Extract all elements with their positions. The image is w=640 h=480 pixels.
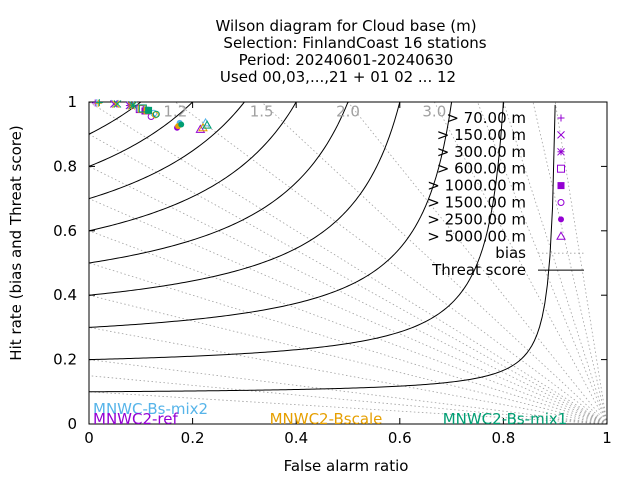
bias-label: 2.0 <box>336 102 360 120</box>
legend-entry-label: > 70.00 m <box>446 109 526 127</box>
bias-line <box>88 294 608 425</box>
title-line-3: Period: 20240601-20240630 <box>239 51 454 69</box>
legend-marker <box>557 131 565 139</box>
legend-entry-label: > 150.00 m <box>437 126 526 144</box>
data-point <box>198 122 208 132</box>
threat-score-curve <box>88 102 504 361</box>
data-point <box>112 100 120 109</box>
title-line-1: Wilson diagram for Cloud base (m) <box>215 17 476 35</box>
bias-line <box>88 166 608 425</box>
data-point <box>94 99 102 107</box>
data-point <box>151 111 159 119</box>
y-tick-label: 0.4 <box>53 286 77 304</box>
threat-score-curve <box>88 102 453 328</box>
legend-entry-label: Threat score <box>431 261 526 279</box>
threat-score-curve <box>88 101 349 264</box>
model-label: MNWC2-Bscale <box>270 410 383 428</box>
legend-marker <box>557 199 565 206</box>
data-point <box>178 121 185 128</box>
bias-line <box>88 359 608 425</box>
model-label: MNWC-Bs-mix2 <box>93 400 208 418</box>
data-point <box>95 99 103 107</box>
bias-line <box>88 133 608 425</box>
threat-score-curve <box>88 101 297 232</box>
x-tick-label: 0.2 <box>181 429 205 447</box>
y-tick-label: 0.6 <box>53 222 77 240</box>
legend-entry-label: > 600.00 m <box>437 160 526 178</box>
bias-line <box>175 101 608 425</box>
legend-entry-label: > 1000.00 m <box>427 177 526 195</box>
x-tick-label: 0.6 <box>388 429 412 447</box>
bias-label: 1.5 <box>250 102 274 120</box>
bias-line <box>88 262 608 425</box>
bias-line <box>433 101 608 425</box>
y-tick-label: 0.2 <box>53 351 77 369</box>
legend: > 70.00 m> 150.00 m> 300.00 m> 600.00 m>… <box>427 109 584 279</box>
legend-marker <box>558 216 564 223</box>
bias-label: 3.0 <box>422 102 446 120</box>
legend-marker <box>557 182 565 190</box>
title-line-4: Used 00,03,...,21 + 01 02 ... 12 <box>220 68 456 86</box>
bias-lines <box>88 101 608 425</box>
bias-label: 1.2 <box>163 102 187 120</box>
chart-title: Wilson diagram for Cloud base (m) Select… <box>215 17 486 86</box>
bias-line <box>88 375 608 425</box>
bias-line <box>88 230 608 425</box>
x-tick-label: 1 <box>602 429 612 447</box>
threat-score-curve <box>88 101 245 200</box>
data-point <box>127 102 136 110</box>
bias-line <box>347 101 608 425</box>
data-point <box>129 101 137 110</box>
threat-score-curve <box>88 101 193 167</box>
model-label: MNWC2-Bs-mix1 <box>443 410 568 428</box>
x-tick-label: 0.4 <box>284 429 308 447</box>
legend-entry-label: > 1500.00 m <box>427 194 526 212</box>
plot-frame <box>88 101 608 425</box>
x-tick-label: 0.8 <box>491 429 515 447</box>
legend-entry-label: > 5000.00 m <box>427 227 526 245</box>
y-axis-ticks: 0 0.2 0.4 0.6 0.8 1 <box>53 93 607 433</box>
legend-marker <box>557 164 565 173</box>
data-point <box>202 120 212 129</box>
legend-entry-label: > 2500.00 m <box>427 210 526 228</box>
bias-line <box>88 101 608 425</box>
data-point <box>152 110 160 118</box>
legend-marker <box>556 231 566 240</box>
x-tick-label: 0 <box>84 429 94 447</box>
threat-score-curves <box>88 101 556 393</box>
y-tick-label: 0 <box>67 415 77 433</box>
x-axis-title: False alarm ratio <box>284 457 409 475</box>
legend-marker <box>557 147 565 156</box>
y-tick-label: 1 <box>67 93 77 111</box>
data-points <box>91 99 212 133</box>
y-axis-title: Hit rate (bias and Threat score) <box>7 125 25 360</box>
threat-score-curve <box>88 104 556 393</box>
data-point <box>110 100 118 108</box>
legend-marker <box>557 114 565 122</box>
data-point <box>195 124 206 133</box>
title-line-2: Selection: FinlandCoast 16 stations <box>223 34 486 52</box>
legend-entry-label: > 300.00 m <box>437 143 526 161</box>
legend-entry-label: bias <box>495 244 526 262</box>
threat-score-curve <box>88 101 401 296</box>
bias-line <box>532 101 608 425</box>
data-point <box>113 100 122 108</box>
bias-line <box>88 198 608 425</box>
model-label: MNWC2-ref <box>93 410 178 428</box>
y-tick-label: 0.8 <box>53 157 77 175</box>
x-axis-ticks: 0 0.2 0.4 0.6 0.8 1 <box>84 102 612 447</box>
bias-labels: 1.2 1.5 2.0 3.0 <box>163 102 446 120</box>
bias-line <box>88 391 608 425</box>
data-point <box>145 106 153 114</box>
bias-line <box>503 101 608 425</box>
